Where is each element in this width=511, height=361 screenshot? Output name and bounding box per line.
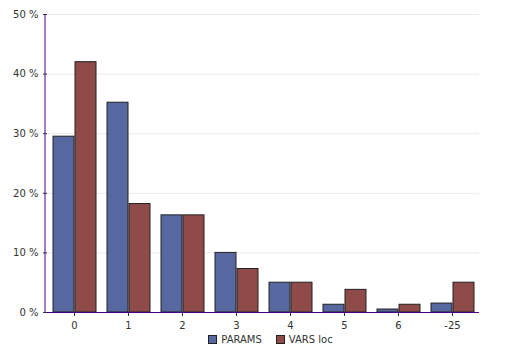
html-text:PARAMS: PARAMS: [221, 334, 262, 345]
svg-text:4: 4: [287, 320, 293, 330]
svg-text:10 %: 10 %: [13, 247, 38, 258]
svg-text:5: 5: [341, 320, 347, 330]
svg-text:1: 1: [125, 320, 131, 330]
svg-text:6: 6: [395, 320, 401, 330]
svg-text:-25: -25: [444, 320, 460, 330]
svg-text:50 %: 50 %: [13, 9, 38, 20]
svg-text:20 %: 20 %: [13, 188, 38, 199]
svg-text:0: 0: [71, 320, 77, 330]
svg-text:2: 2: [179, 320, 185, 330]
svg-text:30 %: 30 %: [13, 128, 38, 139]
html-text:VARS loc: VARS loc: [288, 334, 333, 345]
svg-text:40 %: 40 %: [13, 68, 38, 79]
svg-text:3: 3: [233, 320, 239, 330]
svg-text:0 %: 0 %: [19, 307, 38, 318]
